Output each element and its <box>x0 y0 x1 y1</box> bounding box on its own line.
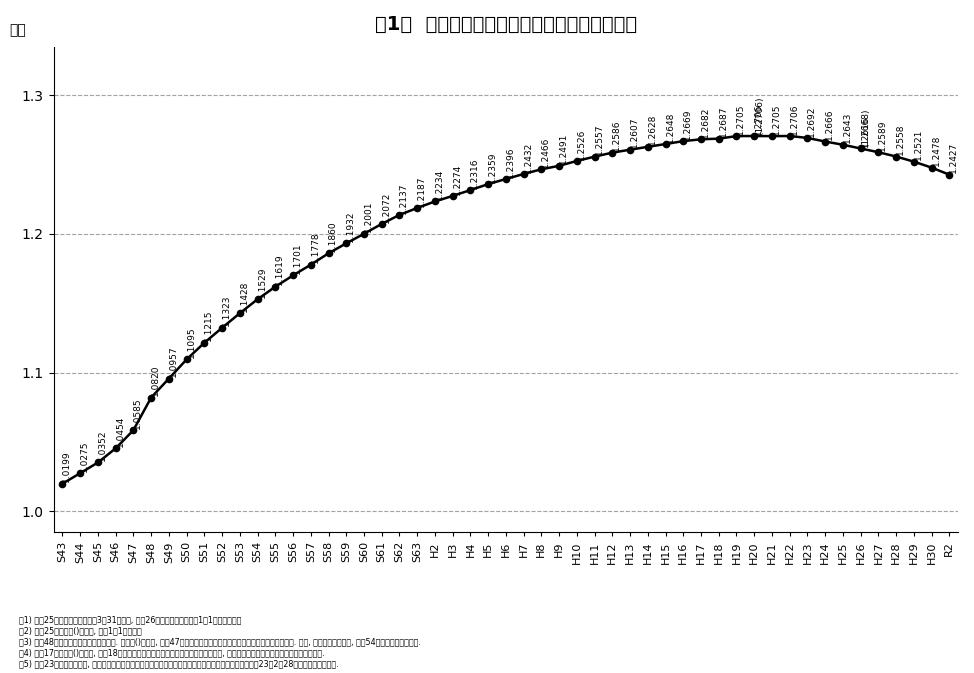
Text: 注4) 平成17年人口の()書きは, 平成18年調査から転出者の取扱いを統一したことに伴い, 同様の方法による数値を記載したものである.: 注4) 平成17年人口の()書きは, 平成18年調査から転出者の取扱いを統一した… <box>19 648 325 657</box>
Text: 1.0585: 1.0585 <box>133 397 142 429</box>
Text: 1.2706: 1.2706 <box>754 103 764 135</box>
Text: 1.2137: 1.2137 <box>399 182 408 213</box>
Text: 1.2643: 1.2643 <box>843 112 852 143</box>
Text: 1.2669: 1.2669 <box>683 108 693 140</box>
Text: 1.1860: 1.1860 <box>328 220 337 252</box>
Text: 1.2359: 1.2359 <box>488 151 497 183</box>
Text: 1.2682: 1.2682 <box>701 106 710 138</box>
Text: 1.1932: 1.1932 <box>346 211 356 242</box>
Text: 1.2616: 1.2616 <box>861 116 870 147</box>
Text: 1.2396: 1.2396 <box>506 146 515 178</box>
Text: 1.2666: 1.2666 <box>825 108 834 140</box>
Text: 1.2466: 1.2466 <box>542 137 550 168</box>
Text: 1.2687: 1.2687 <box>719 106 728 137</box>
Text: 1.2187: 1.2187 <box>417 175 427 207</box>
Text: 1.1778: 1.1778 <box>311 232 319 263</box>
Text: 1.2316: 1.2316 <box>470 157 479 188</box>
Text: 1.0957: 1.0957 <box>169 345 178 377</box>
Text: 1.2648: 1.2648 <box>665 111 674 143</box>
Text: 注3) 昭和48年以降は沖縄県の人口を含む. 同年の()書きは, 昭和47年に復帰した沖縄県の人口を除いた場合の数値である. なお, 人口動態の調査は, 昭和5: 注3) 昭和48年以降は沖縄県の人口を含む. 同年の()書きは, 昭和47年に復… <box>19 637 422 646</box>
Text: 1.2526: 1.2526 <box>577 128 585 160</box>
Text: 1.1323: 1.1323 <box>222 295 231 326</box>
Text: 1.2432: 1.2432 <box>524 141 533 172</box>
Title: 第1図  住民基本台帳人口の推移【日本人住民】: 第1図 住民基本台帳人口の推移【日本人住民】 <box>375 15 637 34</box>
Text: 注5) 平成23年人口において, 岩手県陸前高田市の人口は同市の住民基本台帳が震災により滅失したため平成23年2月28日現在の数値である.: 注5) 平成23年人口において, 岩手県陸前高田市の人口は同市の住民基本台帳が震… <box>19 659 339 668</box>
Text: 1.2557: 1.2557 <box>594 124 604 155</box>
Text: 1.1619: 1.1619 <box>276 254 284 285</box>
Text: 1.2234: 1.2234 <box>434 169 444 200</box>
Text: 1.1095: 1.1095 <box>187 326 196 358</box>
Text: 1.2427: 1.2427 <box>950 142 958 174</box>
Text: 注2) 平成25年人口の()書きは, 同年1月1日の人口: 注2) 平成25年人口の()書きは, 同年1月1日の人口 <box>19 627 142 635</box>
Text: 1.2274: 1.2274 <box>453 164 462 194</box>
Text: 1.0352: 1.0352 <box>97 429 107 461</box>
Text: 1.2001: 1.2001 <box>364 201 373 232</box>
Text: 1.0820: 1.0820 <box>151 365 160 396</box>
Text: 1.2706: 1.2706 <box>790 103 799 135</box>
Text: 1.2705: 1.2705 <box>736 103 745 135</box>
Text: 1.2558: 1.2558 <box>896 124 905 155</box>
Text: 1.0454: 1.0454 <box>116 416 125 447</box>
Text: (1.2668): (1.2668) <box>861 108 871 147</box>
Text: 1.2072: 1.2072 <box>382 191 391 223</box>
Text: 1.1529: 1.1529 <box>257 267 267 298</box>
Text: 1.2705: 1.2705 <box>771 103 781 135</box>
Text: 1.2589: 1.2589 <box>879 119 887 151</box>
Text: 1.0275: 1.0275 <box>80 440 89 472</box>
Text: 1.2628: 1.2628 <box>648 114 656 145</box>
Text: 1.2478: 1.2478 <box>931 135 941 166</box>
Text: (1.2706): (1.2706) <box>755 96 764 135</box>
Text: 注1) 平成25年以前の人口は各年3月31日現在, 平成26年以降の人口は各年1月1日現在の数値: 注1) 平成25年以前の人口は各年3月31日現在, 平成26年以降の人口は各年1… <box>19 616 242 625</box>
Text: 1.2521: 1.2521 <box>914 129 922 160</box>
Y-axis label: 億人: 億人 <box>9 23 25 37</box>
Text: 1.2607: 1.2607 <box>630 117 639 148</box>
Text: 1.2491: 1.2491 <box>559 133 568 164</box>
Text: 1.2692: 1.2692 <box>807 105 816 137</box>
Text: 1.2586: 1.2586 <box>613 120 621 151</box>
Text: 1.1215: 1.1215 <box>205 310 213 341</box>
Text: 1.0199: 1.0199 <box>62 451 71 483</box>
Text: 1.1428: 1.1428 <box>240 281 248 312</box>
Text: 1.1701: 1.1701 <box>293 242 302 274</box>
